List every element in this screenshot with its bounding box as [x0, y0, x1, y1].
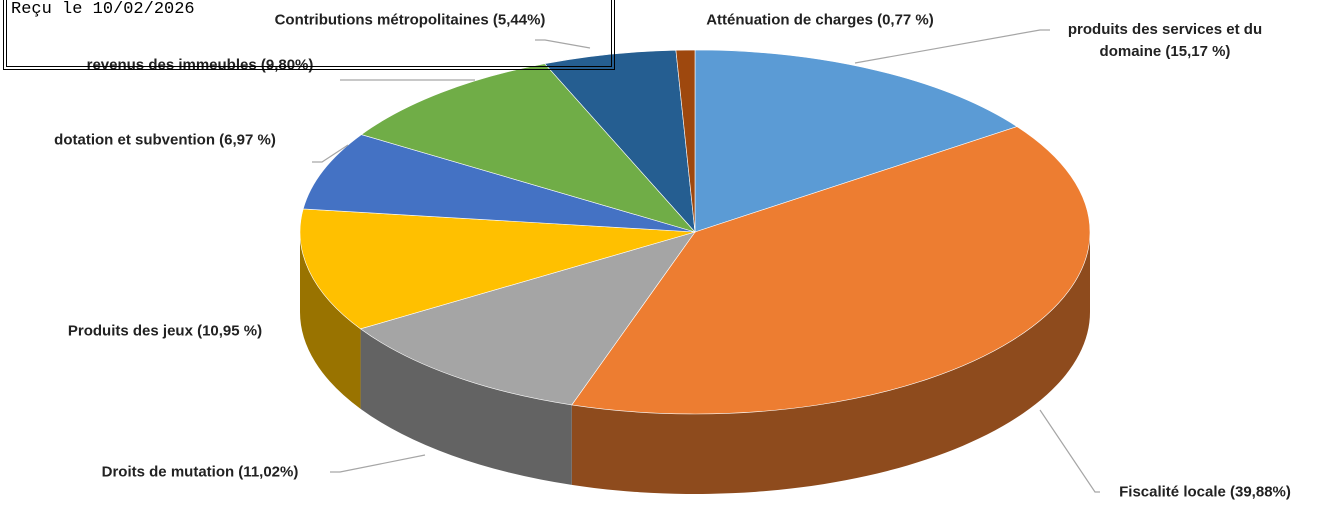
leader-line: [854, 29, 1050, 64]
pie-slice-side: [571, 232, 1090, 494]
leader-line: [1039, 409, 1100, 493]
data-label: Fiscalité locale (39,88%): [1119, 483, 1291, 501]
data-label: dotation et subvention (6,97 %): [54, 131, 276, 149]
pie-slice: [694, 49, 1018, 233]
leader-line: [312, 144, 349, 163]
data-label: Contributions métropolitaines (5,44%): [274, 11, 546, 29]
data-label: produits des services et du domaine (15,…: [1067, 21, 1263, 60]
pie-slice-side: [300, 232, 361, 409]
data-label: Droits de mutation (11,02%): [101, 463, 299, 481]
pie-slice: [544, 49, 696, 233]
data-label: Produits des jeux (10,95 %): [67, 322, 263, 340]
pie-slice: [359, 231, 696, 406]
pie-slice: [302, 134, 696, 233]
pie-slice: [571, 126, 1091, 415]
pie-slice: [299, 208, 696, 330]
pie-slice-side: [360, 328, 572, 485]
pie-slice: [675, 49, 696, 233]
leader-line: [535, 39, 591, 49]
stamp-text: Reçu le 10/02/2026: [11, 0, 195, 19]
stamp-box: Reçu le 10/02/2026: [3, 0, 615, 70]
data-label: Atténuation de charges (0,77 %): [706, 11, 934, 29]
leader-line: [330, 454, 426, 473]
